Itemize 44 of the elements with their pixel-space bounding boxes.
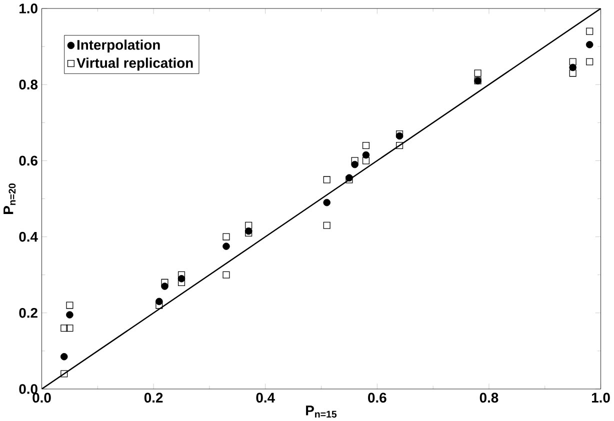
y-tick-label: 0.0: [19, 384, 38, 394]
legend-label: Virtual replication: [76, 58, 193, 71]
point: [178, 278, 186, 286]
point: [156, 302, 163, 309]
point: [245, 222, 252, 229]
point: [178, 271, 186, 278]
y-axis-title: P$_{n=20}$: [4, 183, 16, 214]
point: [66, 302, 74, 309]
x-tick-label: 0.8: [480, 392, 498, 403]
point: [586, 40, 594, 48]
point: [161, 278, 168, 286]
point: [222, 233, 230, 240]
x-tick-label: 0.4: [256, 392, 275, 403]
point: [60, 370, 68, 378]
point: [569, 70, 576, 77]
point: [222, 242, 230, 250]
y-tick-label: 0.8: [19, 80, 38, 90]
point: [396, 142, 404, 149]
point: [474, 70, 482, 77]
point: [586, 28, 594, 35]
x-tick-label: 0.0: [32, 392, 51, 403]
x-tick-label: 0.6: [368, 392, 386, 403]
point: [323, 198, 330, 206]
legend-label: Interpolation: [77, 40, 160, 52]
y-tick-label: 0.6: [19, 156, 38, 166]
point: [351, 157, 358, 164]
x-tick-label: 0.2: [144, 392, 163, 403]
point: [362, 142, 370, 149]
point: [66, 324, 74, 332]
point: [362, 157, 370, 164]
point: [586, 58, 594, 66]
y-tick-label: 0.4: [19, 232, 38, 242]
point: [351, 160, 358, 168]
point: [66, 311, 74, 318]
y-tick-label: 0.2: [19, 308, 38, 318]
point: [569, 58, 576, 66]
point: [60, 352, 68, 360]
point: [323, 222, 330, 229]
point: [60, 324, 68, 332]
point: [222, 271, 230, 278]
point: [323, 176, 330, 184]
x-tick-label: 1.0: [592, 392, 610, 403]
x-axis-title: P$_{n=15}$: [306, 406, 337, 418]
y-tick-label: 1.0: [20, 3, 38, 14]
